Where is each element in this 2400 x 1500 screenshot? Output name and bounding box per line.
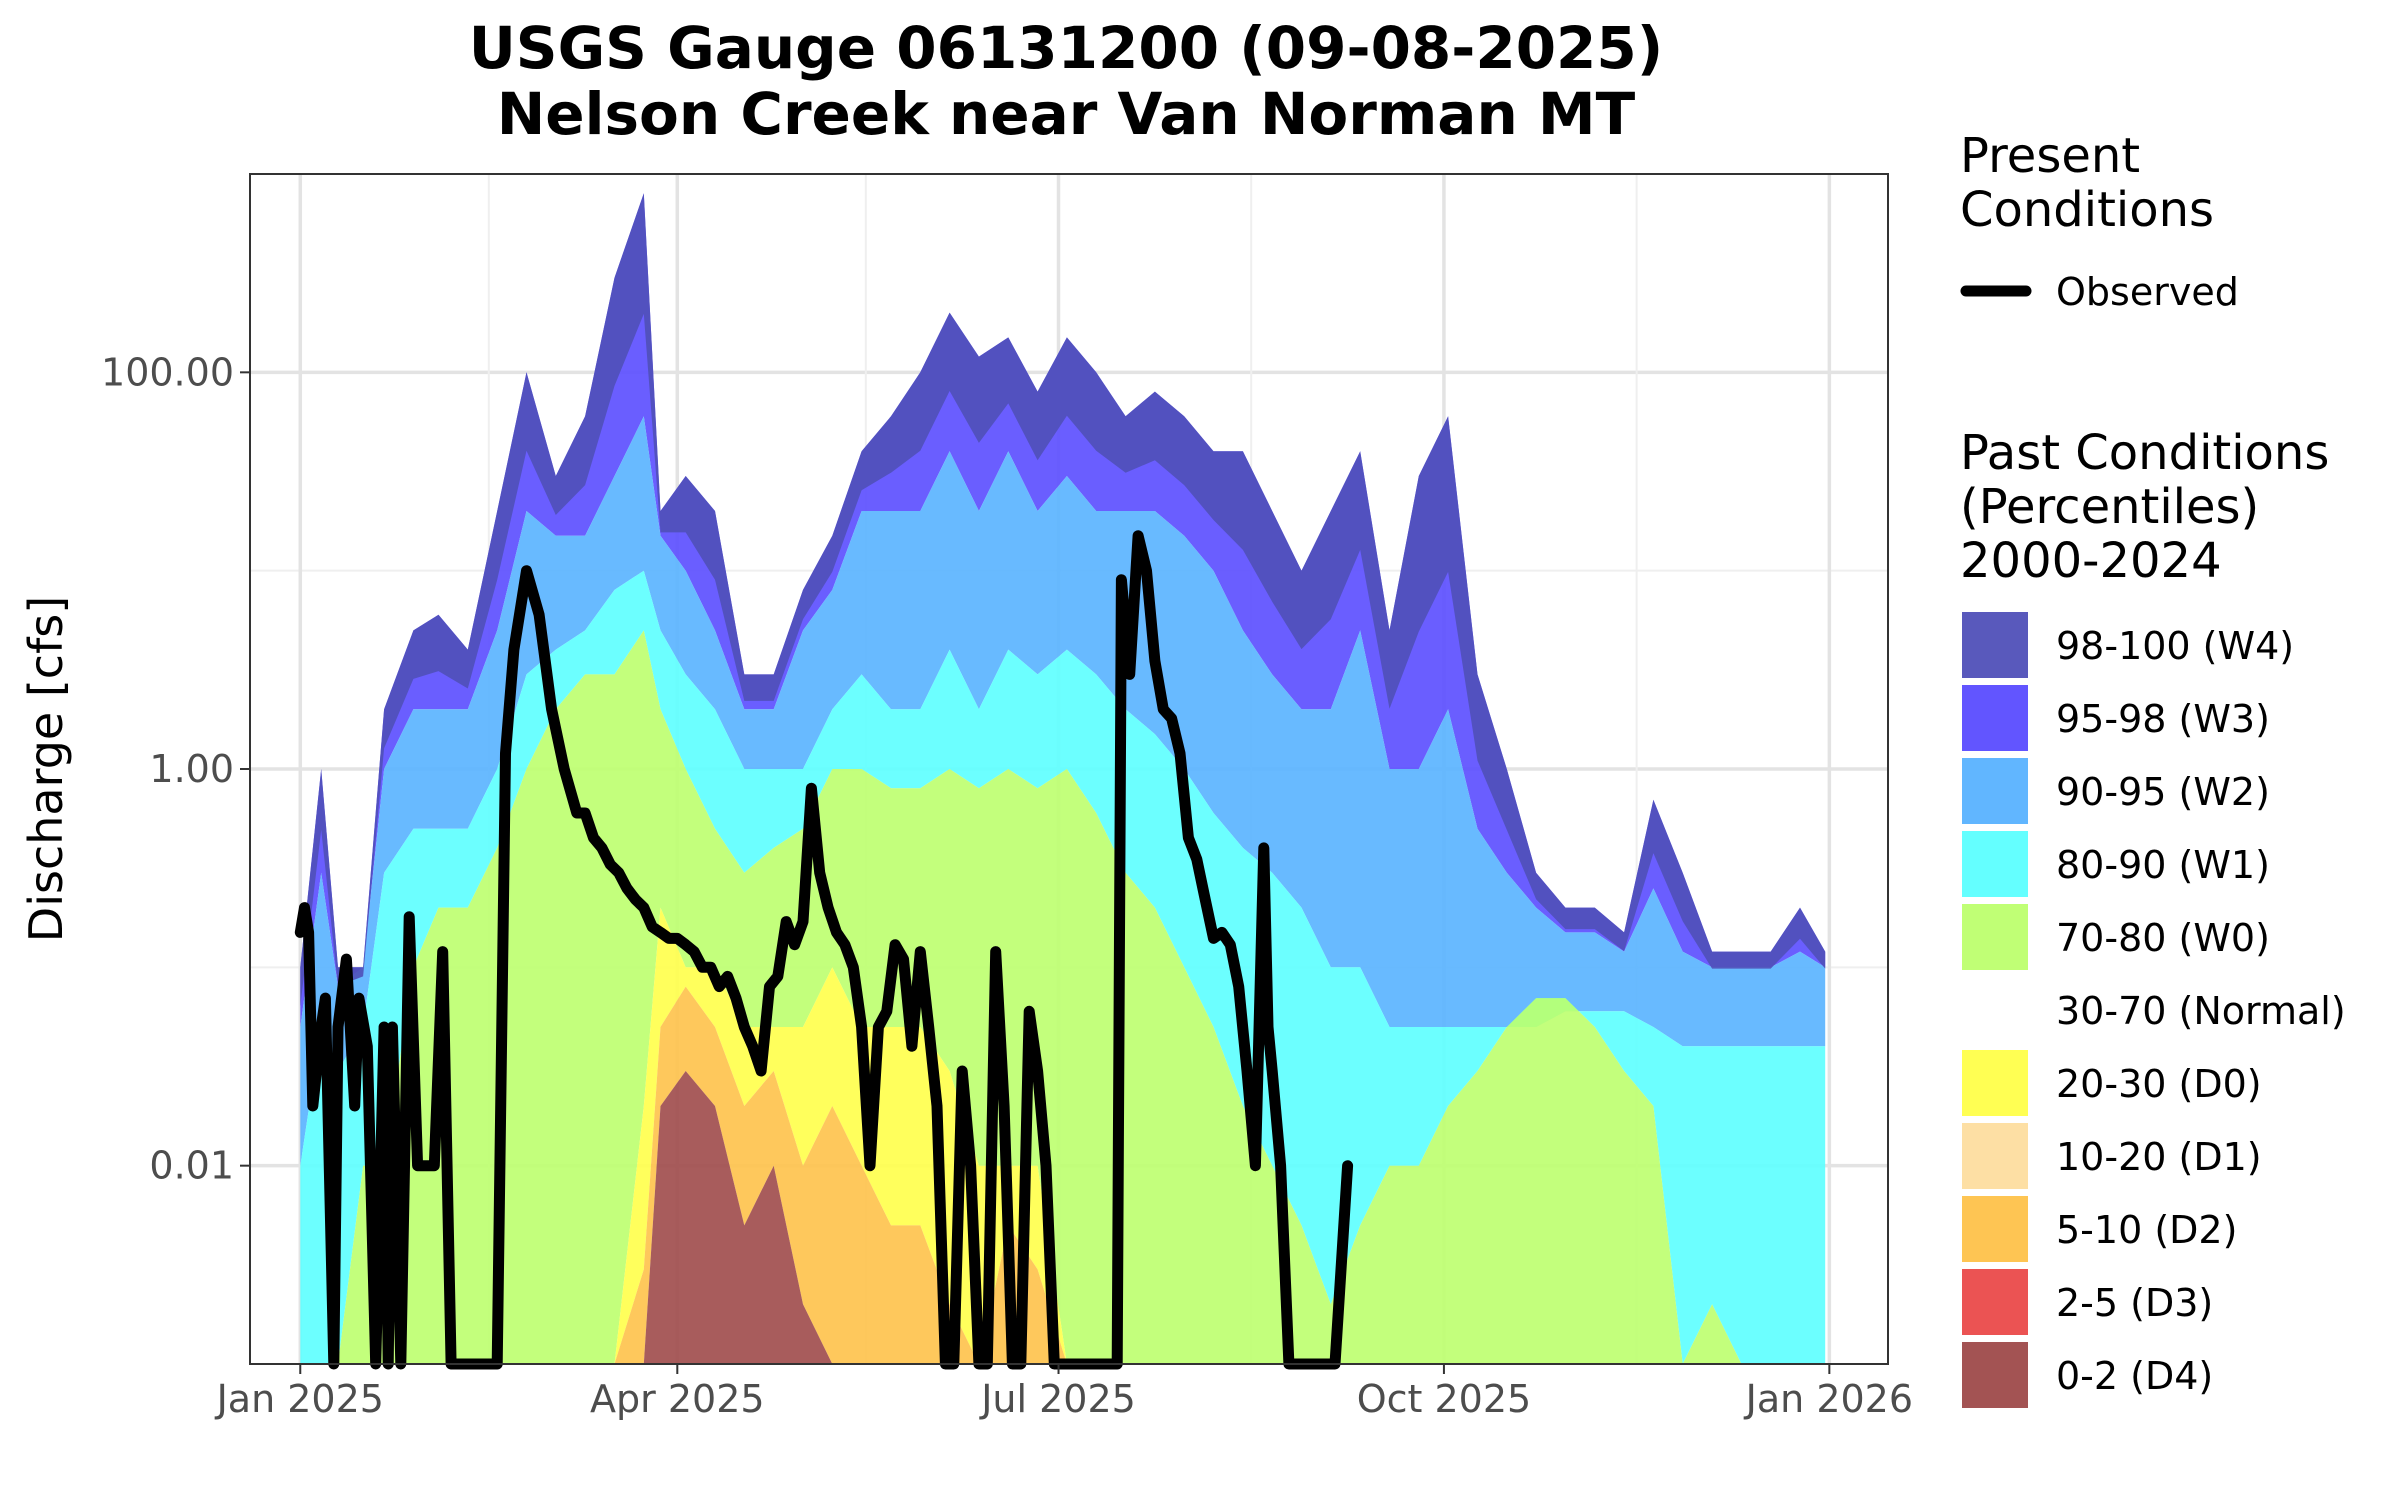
legend-swatch-9 xyxy=(1962,1269,2028,1335)
band-w2 xyxy=(300,416,1826,1166)
y-tick-label-1: 1.00 xyxy=(149,747,234,791)
legend-swatch-3 xyxy=(1962,831,2028,897)
x-tick-label-0: Jan 2025 xyxy=(215,1377,384,1421)
band-w1 xyxy=(300,570,1826,1364)
y-axis: 100.00 1.00 0.01 xyxy=(101,350,250,1188)
legend-swatch-10 xyxy=(1962,1342,2028,1408)
legend-label-1: 95-98 (W3) xyxy=(2056,697,2270,741)
y-axis-title: Discharge [cfs] xyxy=(19,596,73,942)
legend-present-title-2: Conditions xyxy=(1960,182,2214,238)
legend-swatch-4 xyxy=(1962,904,2028,970)
observed-line xyxy=(294,530,1354,1370)
legend-label-5: 30-70 (Normal) xyxy=(2056,989,2346,1033)
legend-swatch-8 xyxy=(1962,1196,2028,1262)
legend-label-9: 2-5 (D3) xyxy=(2056,1281,2213,1325)
legend-swatch-2 xyxy=(1962,758,2028,824)
x-tick-label-2: Jul 2025 xyxy=(979,1377,1136,1421)
legend-swatch-0 xyxy=(1962,612,2028,678)
chart-title: USGS Gauge 06131200 (09-08-2025) xyxy=(469,14,1664,82)
band-w0 xyxy=(300,630,1826,1364)
x-tick-label-4: Jan 2026 xyxy=(1744,1377,1913,1421)
legend-swatch-5 xyxy=(1962,977,2028,1043)
legend-present-title-1: Present xyxy=(1960,128,2140,184)
legend-observed-label: Observed xyxy=(2056,270,2239,314)
legend-label-3: 80-90 (W1) xyxy=(2056,843,2270,887)
legend-swatch-7 xyxy=(1962,1123,2028,1189)
legend-label-0: 98-100 (W4) xyxy=(2056,624,2294,668)
legend-past-title-3: 2000-2024 xyxy=(1960,533,2222,589)
legend-past-title-1: Past Conditions xyxy=(1960,425,2329,481)
legend-label-7: 10-20 (D1) xyxy=(2056,1135,2262,1179)
x-tick-label-1: Apr 2025 xyxy=(590,1377,765,1421)
percentile-bands xyxy=(300,193,1826,1364)
legend-label-4: 70-80 (W0) xyxy=(2056,916,2270,960)
legend-band-items: 98-100 (W4) 95-98 (W3) 90-95 (W2) 80-90 (W1… xyxy=(1962,612,2346,1408)
legend-swatch-6 xyxy=(1962,1050,2028,1116)
legend-label-8: 5-10 (D2) xyxy=(2056,1208,2237,1252)
y-tick-label-2: 0.01 xyxy=(149,1144,234,1188)
y-tick-label-0: 100.00 xyxy=(101,350,234,394)
band-d4 xyxy=(300,1071,1826,1364)
legend-label-10: 0-2 (D4) xyxy=(2056,1354,2213,1398)
legend-past: Past Conditions (Percentiles) 2000-2024 … xyxy=(1960,425,2346,1408)
legend-label-6: 20-30 (D0) xyxy=(2056,1062,2262,1106)
chart-subtitle: Nelson Creek near Van Norman MT xyxy=(497,80,1636,148)
legend-swatch-1 xyxy=(1962,685,2028,751)
legend-past-title-2: (Percentiles) xyxy=(1960,479,2259,535)
legend-present: Present Conditions Observed xyxy=(1960,128,2239,314)
legend-label-2: 90-95 (W2) xyxy=(2056,770,2270,814)
x-tick-label-3: Oct 2025 xyxy=(1357,1377,1532,1421)
x-axis: Jan 2025 Apr 2025 Jul 2025 Oct 2025 Jan 2026 xyxy=(215,1364,1913,1421)
band-w4 xyxy=(300,193,1826,1007)
observed-series xyxy=(294,530,1354,1370)
